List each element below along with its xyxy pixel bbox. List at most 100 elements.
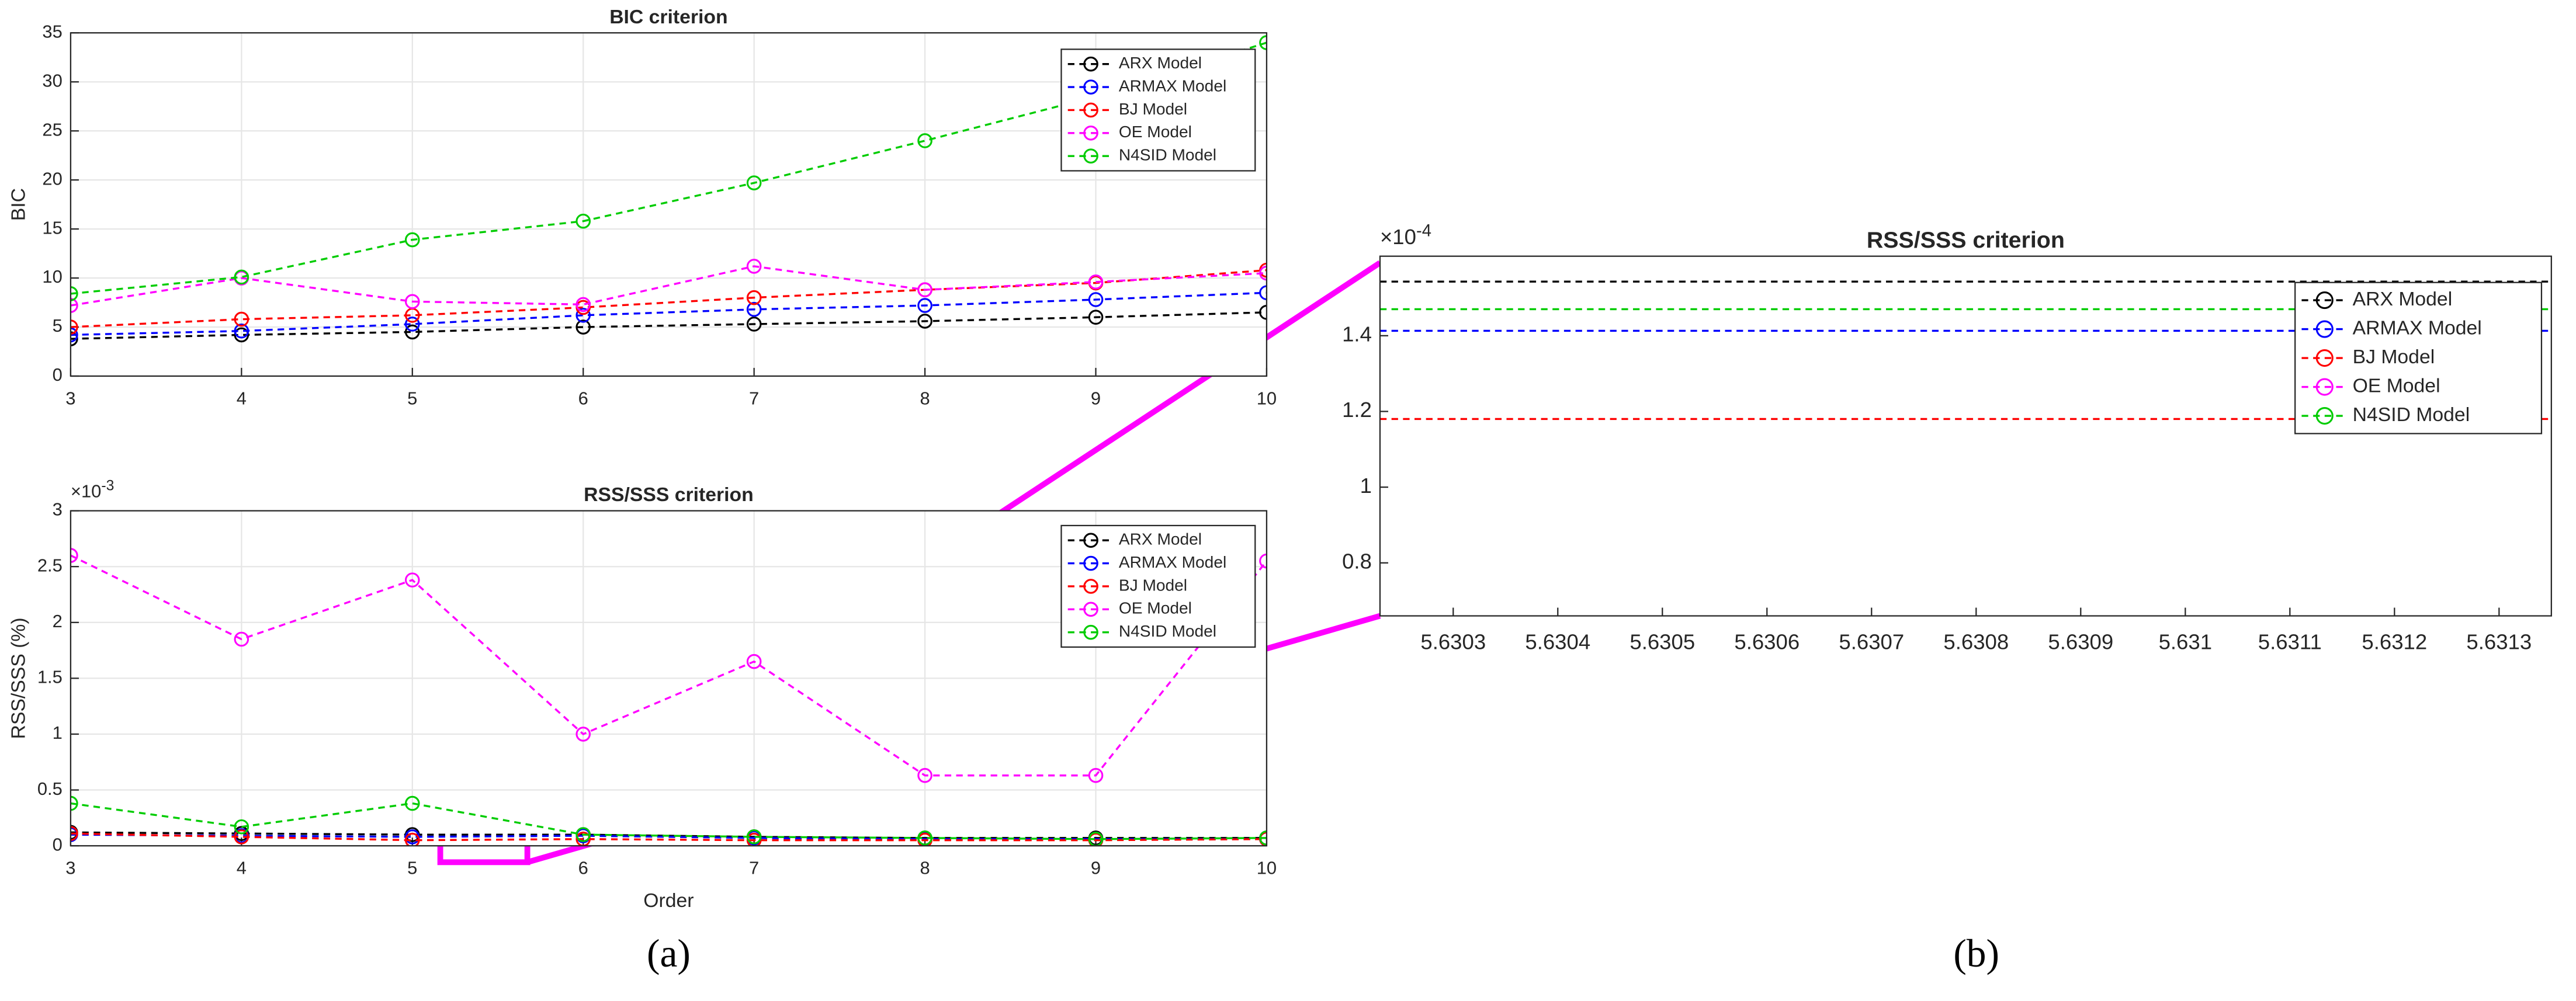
x-tick-label: 9 <box>1091 858 1101 878</box>
x-tick-label: 5 <box>407 388 417 408</box>
y-axis-label: RSS/SSS (%) <box>8 617 30 739</box>
data-point <box>746 290 762 305</box>
data-point <box>404 795 420 811</box>
y-tick-label: 35 <box>42 21 62 41</box>
series-line <box>70 269 1267 328</box>
multiplier-exponent: -4 <box>1416 221 1431 240</box>
caption: (b) <box>1953 932 1999 975</box>
data-point <box>746 317 762 332</box>
y-tick-label: 30 <box>42 70 62 91</box>
legend-marker <box>1083 148 1098 164</box>
multiplier-base: ×10 <box>71 481 101 502</box>
series-line <box>70 802 1267 840</box>
series-line <box>70 832 1267 842</box>
legend-marker <box>1083 579 1098 594</box>
y-tick-label: 2.5 <box>37 555 63 575</box>
chart-title: BIC criterion <box>609 6 727 28</box>
data-point <box>404 232 420 248</box>
data-point <box>1088 292 1104 307</box>
x-tick-label: 8 <box>920 858 930 878</box>
x-tick-label: 5.6305 <box>1629 630 1695 654</box>
data-point <box>70 331 78 346</box>
legend-marker <box>1083 125 1098 141</box>
legend-label: ARX Model <box>2353 288 2453 310</box>
legend-label: OE Model <box>2353 374 2440 397</box>
x-tick-label: 5.6311 <box>2258 630 2322 654</box>
legend-label: ARX Model <box>1119 54 1202 72</box>
x-tick-label: 6 <box>578 388 588 408</box>
data-point <box>575 297 591 312</box>
chart: 3 4 5 6 7 8 9 10 0 5 10 15 20 25 30 35 BIC criterion BIC A… <box>8 6 1277 409</box>
x-tick-label: 5.6304 <box>1525 630 1590 654</box>
y-tick-label: 1.5 <box>37 667 63 687</box>
y-tick-label: 0.8 <box>1342 549 1372 573</box>
x-tick-label: 4 <box>237 388 247 408</box>
series-group <box>70 548 1267 846</box>
data-point <box>746 301 762 317</box>
axes-box <box>1379 255 2552 617</box>
data-point <box>404 294 420 310</box>
data-point <box>404 317 420 332</box>
y-tick-label: 0 <box>53 364 63 385</box>
legend-label: BJ Model <box>2353 346 2435 368</box>
y-axis-label: BIC <box>8 188 30 221</box>
legend-marker <box>1083 102 1098 118</box>
y-tick-label: 25 <box>42 119 62 140</box>
data-point <box>575 213 591 229</box>
x-tick-label: 7 <box>749 388 759 408</box>
x-tick-label: 10 <box>1257 388 1277 408</box>
x-tick-label: 5.6306 <box>1734 630 1800 654</box>
data-point <box>234 327 249 343</box>
data-point <box>1259 305 1267 320</box>
data-point <box>1088 310 1104 325</box>
legend-marker <box>2315 291 2334 310</box>
legend-label: ARMAX Model <box>2353 317 2482 339</box>
series-line <box>70 833 1267 840</box>
y-tick-label: 15 <box>42 217 62 238</box>
data-point <box>1259 285 1267 301</box>
data-point <box>404 572 420 588</box>
data-point <box>917 767 932 783</box>
x-tick-label: 5.6307 <box>1839 630 1904 654</box>
legend-marker <box>2315 406 2334 425</box>
legend-label: OE Model <box>1119 123 1192 141</box>
x-tick-label: 5.6312 <box>2362 630 2427 654</box>
data-point <box>1259 830 1267 846</box>
data-point <box>917 314 932 329</box>
legend-marker <box>1083 79 1098 95</box>
series-line <box>70 554 1267 777</box>
data-point <box>575 319 591 335</box>
data-point <box>234 323 249 339</box>
x-tick-label: 3 <box>65 388 75 408</box>
data-point <box>70 548 78 563</box>
legend-marker <box>1083 624 1098 640</box>
data-point <box>234 269 249 285</box>
data-point <box>746 829 762 844</box>
data-point <box>70 319 78 335</box>
data-point <box>1088 767 1104 783</box>
y-tick-label: 1 <box>1360 474 1372 498</box>
data-point <box>70 327 78 343</box>
y-tick-label: 1.2 <box>1342 398 1372 422</box>
y-tick-label: 0 <box>53 834 63 854</box>
axes-box <box>70 32 1268 377</box>
data-point <box>1259 35 1267 50</box>
series-line <box>70 311 1267 340</box>
legend-label: OE Model <box>1119 599 1192 617</box>
x-axis-label: Order <box>643 889 694 912</box>
y-tick-label: 10 <box>42 266 62 287</box>
x-tick-label: 10 <box>1257 858 1277 878</box>
data-point <box>234 631 249 647</box>
data-point <box>917 282 932 298</box>
series-line <box>70 291 1267 336</box>
legend-label: BJ Model <box>1119 576 1187 594</box>
data-point <box>234 819 249 835</box>
legend-label: ARX Model <box>1119 530 1202 548</box>
data-point <box>575 827 591 842</box>
y-tick-label: 2 <box>53 611 63 631</box>
y-tick-label: 5 <box>53 315 63 336</box>
data-point <box>746 259 762 274</box>
x-tick-label: 5 <box>407 858 417 878</box>
data-point <box>404 324 420 340</box>
